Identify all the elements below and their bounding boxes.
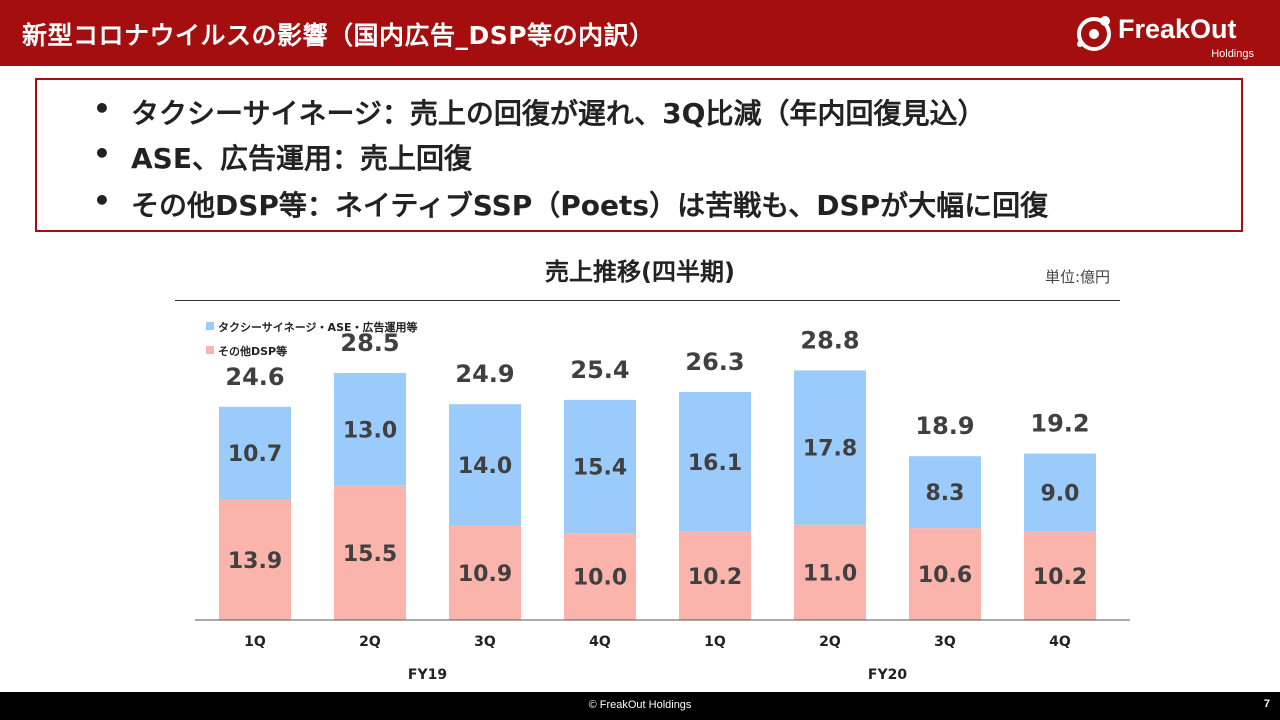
data-label: 10.2 xyxy=(688,565,742,590)
data-label: 17.8 xyxy=(803,437,857,462)
total-label: 28.8 xyxy=(800,326,859,354)
data-label: 11.0 xyxy=(803,561,857,586)
title-bar: 新型コロナウイルスの影響（国内広告_DSP等の内訳） FreakOut Hold… xyxy=(0,0,1280,66)
data-label: 13.0 xyxy=(343,418,397,443)
x-group-label: FY19 xyxy=(408,667,447,683)
bullet-text: ASE、広告運用：売上回復 xyxy=(131,142,472,175)
page-title: 新型コロナウイルスの影響（国内広告_DSP等の内訳） xyxy=(22,21,655,50)
bar-segment-other-dsp xyxy=(909,528,981,620)
total-label: 18.9 xyxy=(915,412,974,440)
bullet-marker: • xyxy=(93,184,111,217)
x-tick-label: 2Q xyxy=(819,634,841,650)
bar-segment-signage xyxy=(334,373,406,486)
x-tick-label: 1Q xyxy=(704,634,726,650)
total-label: 28.5 xyxy=(340,329,399,357)
data-label: 9.0 xyxy=(1041,482,1080,507)
bar-segment-other-dsp xyxy=(219,499,291,620)
bullet-text: その他DSP等：ネイティブSSP（Poets）は苦戦も、DSPが大幅に回復 xyxy=(131,189,1049,222)
footer: © FreakOut Holdings 7 xyxy=(0,692,1280,720)
bar-segment-signage xyxy=(564,399,636,534)
logo-name: FreakOut xyxy=(1118,14,1237,44)
x-tick-label: 4Q xyxy=(589,634,611,650)
company-logo: FreakOut Holdings xyxy=(1074,10,1254,62)
data-label: 15.4 xyxy=(573,456,627,481)
bar-segment-signage xyxy=(909,456,981,529)
bar-segment-other-dsp xyxy=(564,533,636,620)
total-label: 26.3 xyxy=(685,348,744,376)
total-label: 24.9 xyxy=(455,360,514,388)
bar-segment-other-dsp xyxy=(1024,531,1096,620)
total-label: 19.2 xyxy=(1030,410,1089,438)
chart-title: 売上推移(四半期) xyxy=(545,258,735,286)
x-group-label: FY20 xyxy=(868,667,907,683)
bar-segment-other-dsp xyxy=(449,525,521,620)
copyright: © FreakOut Holdings xyxy=(588,699,692,711)
total-label: 24.6 xyxy=(225,363,284,391)
bar-segment-signage xyxy=(449,404,521,526)
bar-segment-signage xyxy=(679,392,751,532)
data-label: 13.9 xyxy=(228,549,282,574)
legend-label: タクシーサイネージ・ASE・広告運用等 xyxy=(218,321,418,334)
bar-segment-signage xyxy=(794,370,866,525)
bar-segment-other-dsp xyxy=(679,531,751,620)
data-label: 15.5 xyxy=(343,542,397,567)
bar-segment-other-dsp xyxy=(334,485,406,620)
logo-icon xyxy=(1077,16,1111,51)
data-label: 8.3 xyxy=(926,481,965,506)
bar-segment-other-dsp xyxy=(794,524,866,620)
summary-box: • タクシーサイネージ：売上の回復が遅れ、3Q比減（年内回復見込） • ASE、… xyxy=(35,78,1243,232)
bullet-marker: • xyxy=(93,92,111,125)
x-tick-label: 4Q xyxy=(1049,634,1071,650)
x-tick-label: 3Q xyxy=(474,634,496,650)
bullet-marker: • xyxy=(93,137,111,170)
total-label: 25.4 xyxy=(570,356,629,384)
logo-subtitle: Holdings xyxy=(1211,48,1254,60)
bar-segment-signage xyxy=(219,406,291,500)
x-tick-label: 1Q xyxy=(244,634,266,650)
data-label: 10.0 xyxy=(573,566,627,591)
legend-swatch xyxy=(206,322,214,330)
data-label: 14.0 xyxy=(458,454,512,479)
data-label: 16.1 xyxy=(688,451,742,476)
data-label: 10.7 xyxy=(228,442,282,467)
stacked-bar-chart: 13.9 10.7 24.6 1Q 15.5 13.0 28.5 2Q 10.9 14.0 24.9… xyxy=(195,326,1130,683)
title-divider xyxy=(175,300,1120,301)
unit-label: 単位:億円 xyxy=(1044,268,1110,286)
legend-swatch xyxy=(206,346,214,354)
bullet-text: タクシーサイネージ：売上の回復が遅れ、3Q比減（年内回復見込） xyxy=(131,97,986,130)
x-tick-label: 2Q xyxy=(359,634,381,650)
x-tick-label: 3Q xyxy=(934,634,956,650)
data-label: 10.6 xyxy=(918,563,972,588)
legend-label: その他DSP等 xyxy=(218,345,288,358)
page-number: 7 xyxy=(1263,698,1270,710)
bar-segment-signage xyxy=(1024,453,1096,532)
data-label: 10.9 xyxy=(458,562,512,587)
data-label: 10.2 xyxy=(1033,565,1087,590)
